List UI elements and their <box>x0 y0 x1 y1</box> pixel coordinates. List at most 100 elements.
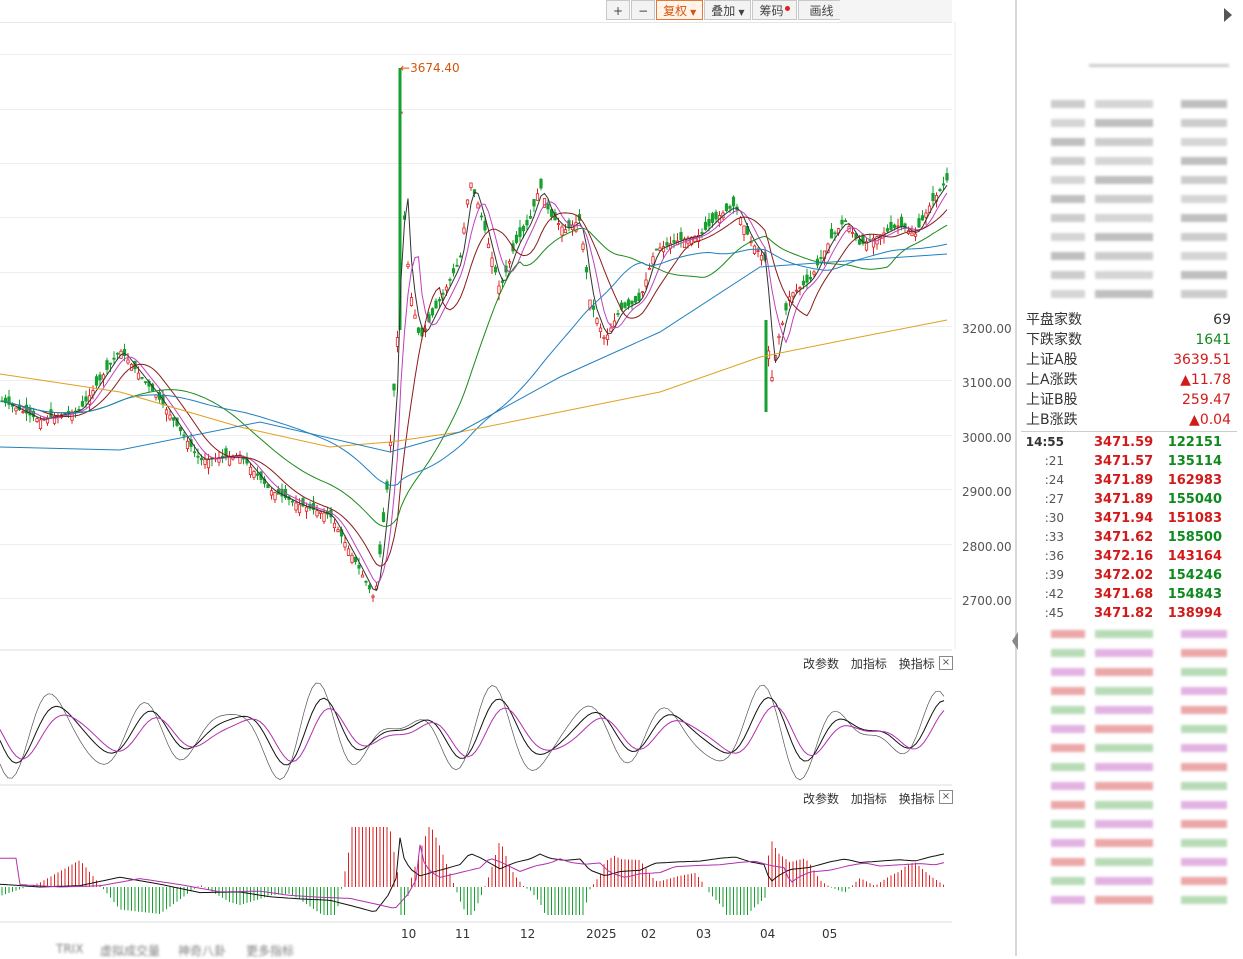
tab-virtual-volume[interactable]: 虚拟成交量 <box>100 944 161 958</box>
candle-body <box>931 193 935 201</box>
candle-body <box>479 215 484 218</box>
candle-body <box>808 276 813 280</box>
blurred-cell <box>1095 630 1153 638</box>
candle-body <box>269 490 274 496</box>
diejia-dropdown[interactable]: 叠加 ▼ <box>704 0 752 20</box>
trade-row: :33 3471.62 158500 <box>1026 528 1234 547</box>
candle-body <box>805 274 809 283</box>
candle-body <box>584 267 589 273</box>
candle-body <box>112 357 116 360</box>
candle-body <box>476 203 480 209</box>
candle-body <box>458 255 463 258</box>
candle-body <box>605 334 610 340</box>
fuquan-dropdown[interactable]: 复权 ▼ <box>656 0 704 20</box>
trade-time: :27 <box>1044 492 1064 506</box>
candle-body <box>759 254 764 261</box>
chouma-button[interactable]: 筹码 <box>752 0 798 20</box>
candle-body <box>77 408 81 411</box>
quote-panel: 平盘家数 69 下跌家数 1641 上证A股 3639.51 上A涨跌 ▲11.78 上证B股 2… <box>1021 0 1243 956</box>
candle-body <box>633 296 638 303</box>
month-tick-label: 12 <box>520 927 536 941</box>
candle-body <box>518 227 522 238</box>
candle-body <box>539 178 543 189</box>
collapse-arrow-icon[interactable] <box>1012 632 1018 650</box>
candle-body <box>791 292 795 297</box>
blurred-cell <box>1051 649 1085 657</box>
kline-chart[interactable] <box>0 22 1010 942</box>
stat-row: 平盘家数 69 <box>1026 310 1231 330</box>
candle-body <box>707 219 711 227</box>
candle-body <box>381 512 386 522</box>
panel-splitter[interactable] <box>1015 0 1017 956</box>
diejia-label: 叠加 <box>711 4 736 18</box>
candle-body <box>122 349 127 357</box>
candle-body <box>591 305 596 310</box>
blurred-cell <box>1181 290 1227 298</box>
candle-body <box>108 362 113 365</box>
blurred-cell <box>1095 782 1153 790</box>
indicator1-switch-button[interactable]: 换指标 <box>898 657 935 671</box>
candle-body <box>105 360 109 370</box>
candle-body <box>651 256 655 265</box>
indicator1-close-icon[interactable]: × <box>939 656 953 670</box>
candle-body <box>304 506 309 512</box>
candle-body <box>647 267 652 270</box>
candle-body <box>497 285 501 294</box>
huaxian-button[interactable]: 画线 <box>798 0 845 20</box>
zoom-out-button[interactable]: − <box>631 0 656 20</box>
candle-body <box>843 220 848 223</box>
blurred-cell <box>1181 877 1227 885</box>
candle-body <box>252 470 256 478</box>
blurred-cell <box>1095 649 1153 657</box>
indicator1-add-button[interactable]: 加指标 <box>850 657 887 671</box>
peak-price-value: 3674.40 <box>410 61 460 75</box>
candle-body <box>490 257 494 267</box>
tab-more-indicators[interactable]: 更多指标 <box>246 944 295 958</box>
month-tick-label: 11 <box>455 927 471 941</box>
candle-body <box>507 261 512 264</box>
blurred-cell <box>1051 839 1085 847</box>
candle-body <box>598 327 603 333</box>
candle-body <box>444 286 449 291</box>
trade-volume: 155040 <box>1167 492 1222 507</box>
moving-average-line <box>1 192 948 584</box>
tab-trix[interactable]: TRIX <box>56 942 84 956</box>
chouma-label: 筹码 <box>759 4 784 18</box>
blurred-cell <box>1181 214 1227 222</box>
trade-time: :30 <box>1044 511 1064 525</box>
candle-body <box>525 219 529 226</box>
indicator2-switch-button[interactable]: 换指标 <box>898 792 935 806</box>
zoom-in-button[interactable]: + <box>606 0 631 20</box>
trade-row: :21 3471.57 135114 <box>1026 452 1234 471</box>
blurred-cell <box>1095 687 1153 695</box>
candle-body <box>441 292 445 295</box>
candle-body <box>266 484 270 489</box>
stat-label: 上B涨跌 <box>1026 412 1078 428</box>
price-tick-label: 3200.00 <box>962 322 1012 336</box>
expand-arrow-icon[interactable] <box>1224 8 1232 22</box>
blurred-cell <box>1181 687 1227 695</box>
candle-body <box>248 466 253 475</box>
candle-body <box>521 225 526 232</box>
candle-body <box>833 232 837 235</box>
candle-body <box>864 241 869 251</box>
blurred-cell <box>1051 119 1085 127</box>
month-tick-label: 05 <box>822 927 838 941</box>
trade-row: :45 3471.82 138994 <box>1026 604 1234 623</box>
candle-body <box>819 257 823 259</box>
candle-body <box>710 213 715 223</box>
candle-body <box>486 243 491 249</box>
candle-body <box>52 415 57 424</box>
candle-body <box>423 328 428 331</box>
indicator1-modify-button[interactable]: 改参数 <box>803 657 840 671</box>
moving-average-line <box>1 184 948 592</box>
chart-toolbar: + − 复权 ▼ 叠加 ▼ 筹码 画线 <box>606 0 845 22</box>
moving-average-line <box>1 224 948 527</box>
blurred-cell <box>1051 877 1085 885</box>
blurred-cell <box>1181 649 1227 657</box>
indicator2-add-button[interactable]: 加指标 <box>850 792 887 806</box>
indicator2-close-icon[interactable]: × <box>939 790 953 804</box>
tab-bagua[interactable]: 神奇八卦 <box>178 944 227 958</box>
candle-body <box>98 374 102 381</box>
indicator2-modify-button[interactable]: 改参数 <box>803 792 840 806</box>
